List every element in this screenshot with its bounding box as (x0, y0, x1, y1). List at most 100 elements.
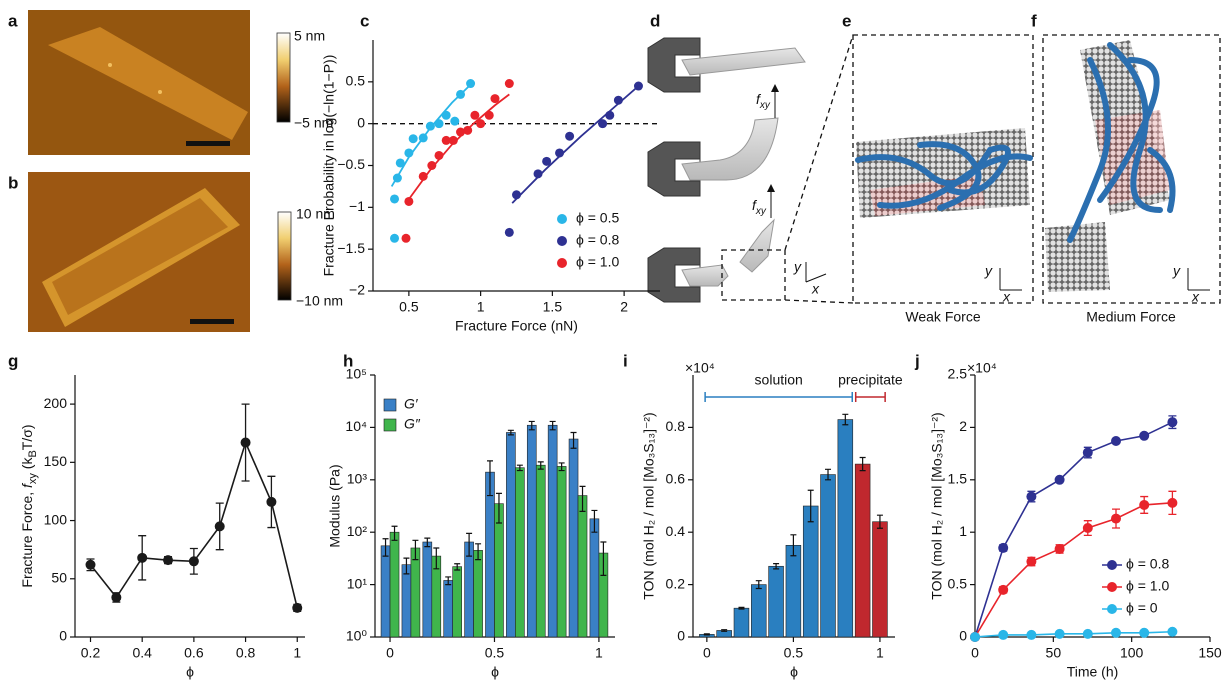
y-axis-label: Fracture Probability in log(−ln(1−P)) (321, 55, 337, 277)
point (484, 110, 494, 120)
panel-label: j (914, 351, 920, 370)
bar (733, 607, 750, 638)
error-bar (516, 464, 523, 472)
bar (837, 419, 854, 638)
legend-swatch (383, 418, 397, 432)
point (292, 602, 303, 613)
point (1082, 628, 1093, 639)
error-bar (558, 462, 565, 472)
legend-label: ϕ = 0 (1126, 600, 1158, 616)
point (998, 629, 1009, 640)
bar (568, 438, 579, 638)
y-tick-label: 10⁵ (346, 366, 367, 382)
panel-label: f (1031, 11, 1037, 30)
x-tick-label: 0.6 (184, 645, 204, 661)
point (434, 119, 444, 129)
error-bar (773, 563, 780, 570)
x-axis-label: ϕ (491, 664, 499, 680)
y-tick-label: 150 (44, 453, 68, 469)
point (504, 79, 514, 89)
bar (556, 466, 567, 638)
colorbar-min: −10 nm (296, 293, 343, 309)
legend-label: ϕ = 0.8 (576, 232, 619, 248)
force-label: fxy (756, 91, 771, 111)
point (395, 158, 405, 168)
bar (485, 471, 495, 638)
point (1111, 627, 1121, 638)
bar (577, 495, 588, 638)
legend-marker (557, 258, 567, 268)
axis-y: y (793, 259, 802, 275)
afm-image-a (28, 10, 291, 155)
error-bar (591, 509, 598, 533)
point (1111, 436, 1121, 447)
y-axis-label: Fracture Force, fxy (kBT/σ) (19, 424, 39, 587)
annotation-bracket (854, 392, 886, 402)
panel-label: i (623, 351, 628, 370)
bar (820, 474, 836, 638)
colorbar-min: −5 nm (294, 115, 333, 131)
error-bar (755, 580, 762, 590)
bar (535, 464, 546, 638)
error-bar (738, 606, 745, 610)
x-tick-label: 0.5 (784, 645, 804, 661)
point (998, 584, 1009, 595)
bar (452, 566, 462, 638)
point (434, 150, 444, 160)
force-symbol: f (756, 91, 762, 107)
simulation-e (852, 34, 1221, 304)
point (1167, 417, 1178, 428)
bar (506, 432, 516, 638)
point (390, 194, 400, 204)
line (974, 502, 1173, 638)
point (1082, 447, 1093, 458)
y-tick-label: −2 (349, 282, 365, 298)
bar (401, 564, 412, 638)
y-axis-label-part: Fracture Force, (19, 488, 35, 588)
force-label: fxy (752, 197, 767, 217)
point (418, 171, 428, 181)
schematic (647, 34, 854, 304)
point (1111, 513, 1121, 524)
y-tick-label: 10² (347, 523, 368, 539)
y-tick-label: 200 (44, 395, 68, 411)
error-bar (807, 489, 814, 523)
point (456, 89, 466, 99)
bar (785, 544, 802, 638)
error-bar (382, 538, 389, 557)
y-tick-label: 0.8 (666, 418, 686, 434)
bar (443, 580, 454, 638)
bar (494, 503, 504, 638)
axis-y: y (984, 263, 993, 279)
caption: Medium Force (1086, 309, 1176, 325)
point (598, 119, 608, 129)
error-bar (790, 534, 797, 557)
error-bar (549, 420, 556, 431)
legend-swatch (383, 398, 397, 412)
point (1054, 543, 1065, 554)
y-tick-label: −0.5 (337, 156, 365, 172)
y-tick-label: 10¹ (347, 575, 368, 591)
point (605, 110, 615, 120)
bar (872, 521, 888, 638)
point (404, 196, 414, 206)
y-tick-label: 0 (677, 628, 685, 644)
point (1167, 497, 1178, 508)
point (240, 437, 251, 448)
point (111, 592, 122, 603)
bar (751, 584, 767, 638)
y-multiplier: ×10⁴ (685, 360, 715, 376)
error-bar (403, 557, 410, 575)
error-bar (424, 537, 431, 548)
error-bar (495, 492, 502, 524)
legend-marker (557, 236, 567, 246)
y-axis-label-part: xy (27, 473, 39, 485)
legend-label: G′ (404, 396, 419, 412)
x-tick-label: 150 (1198, 645, 1222, 661)
y-tick-label: 0 (959, 628, 967, 644)
y-tick-label: 10³ (347, 471, 368, 487)
x-tick-label: 0.2 (81, 645, 101, 661)
legend-marker (557, 214, 567, 224)
point (441, 135, 451, 145)
